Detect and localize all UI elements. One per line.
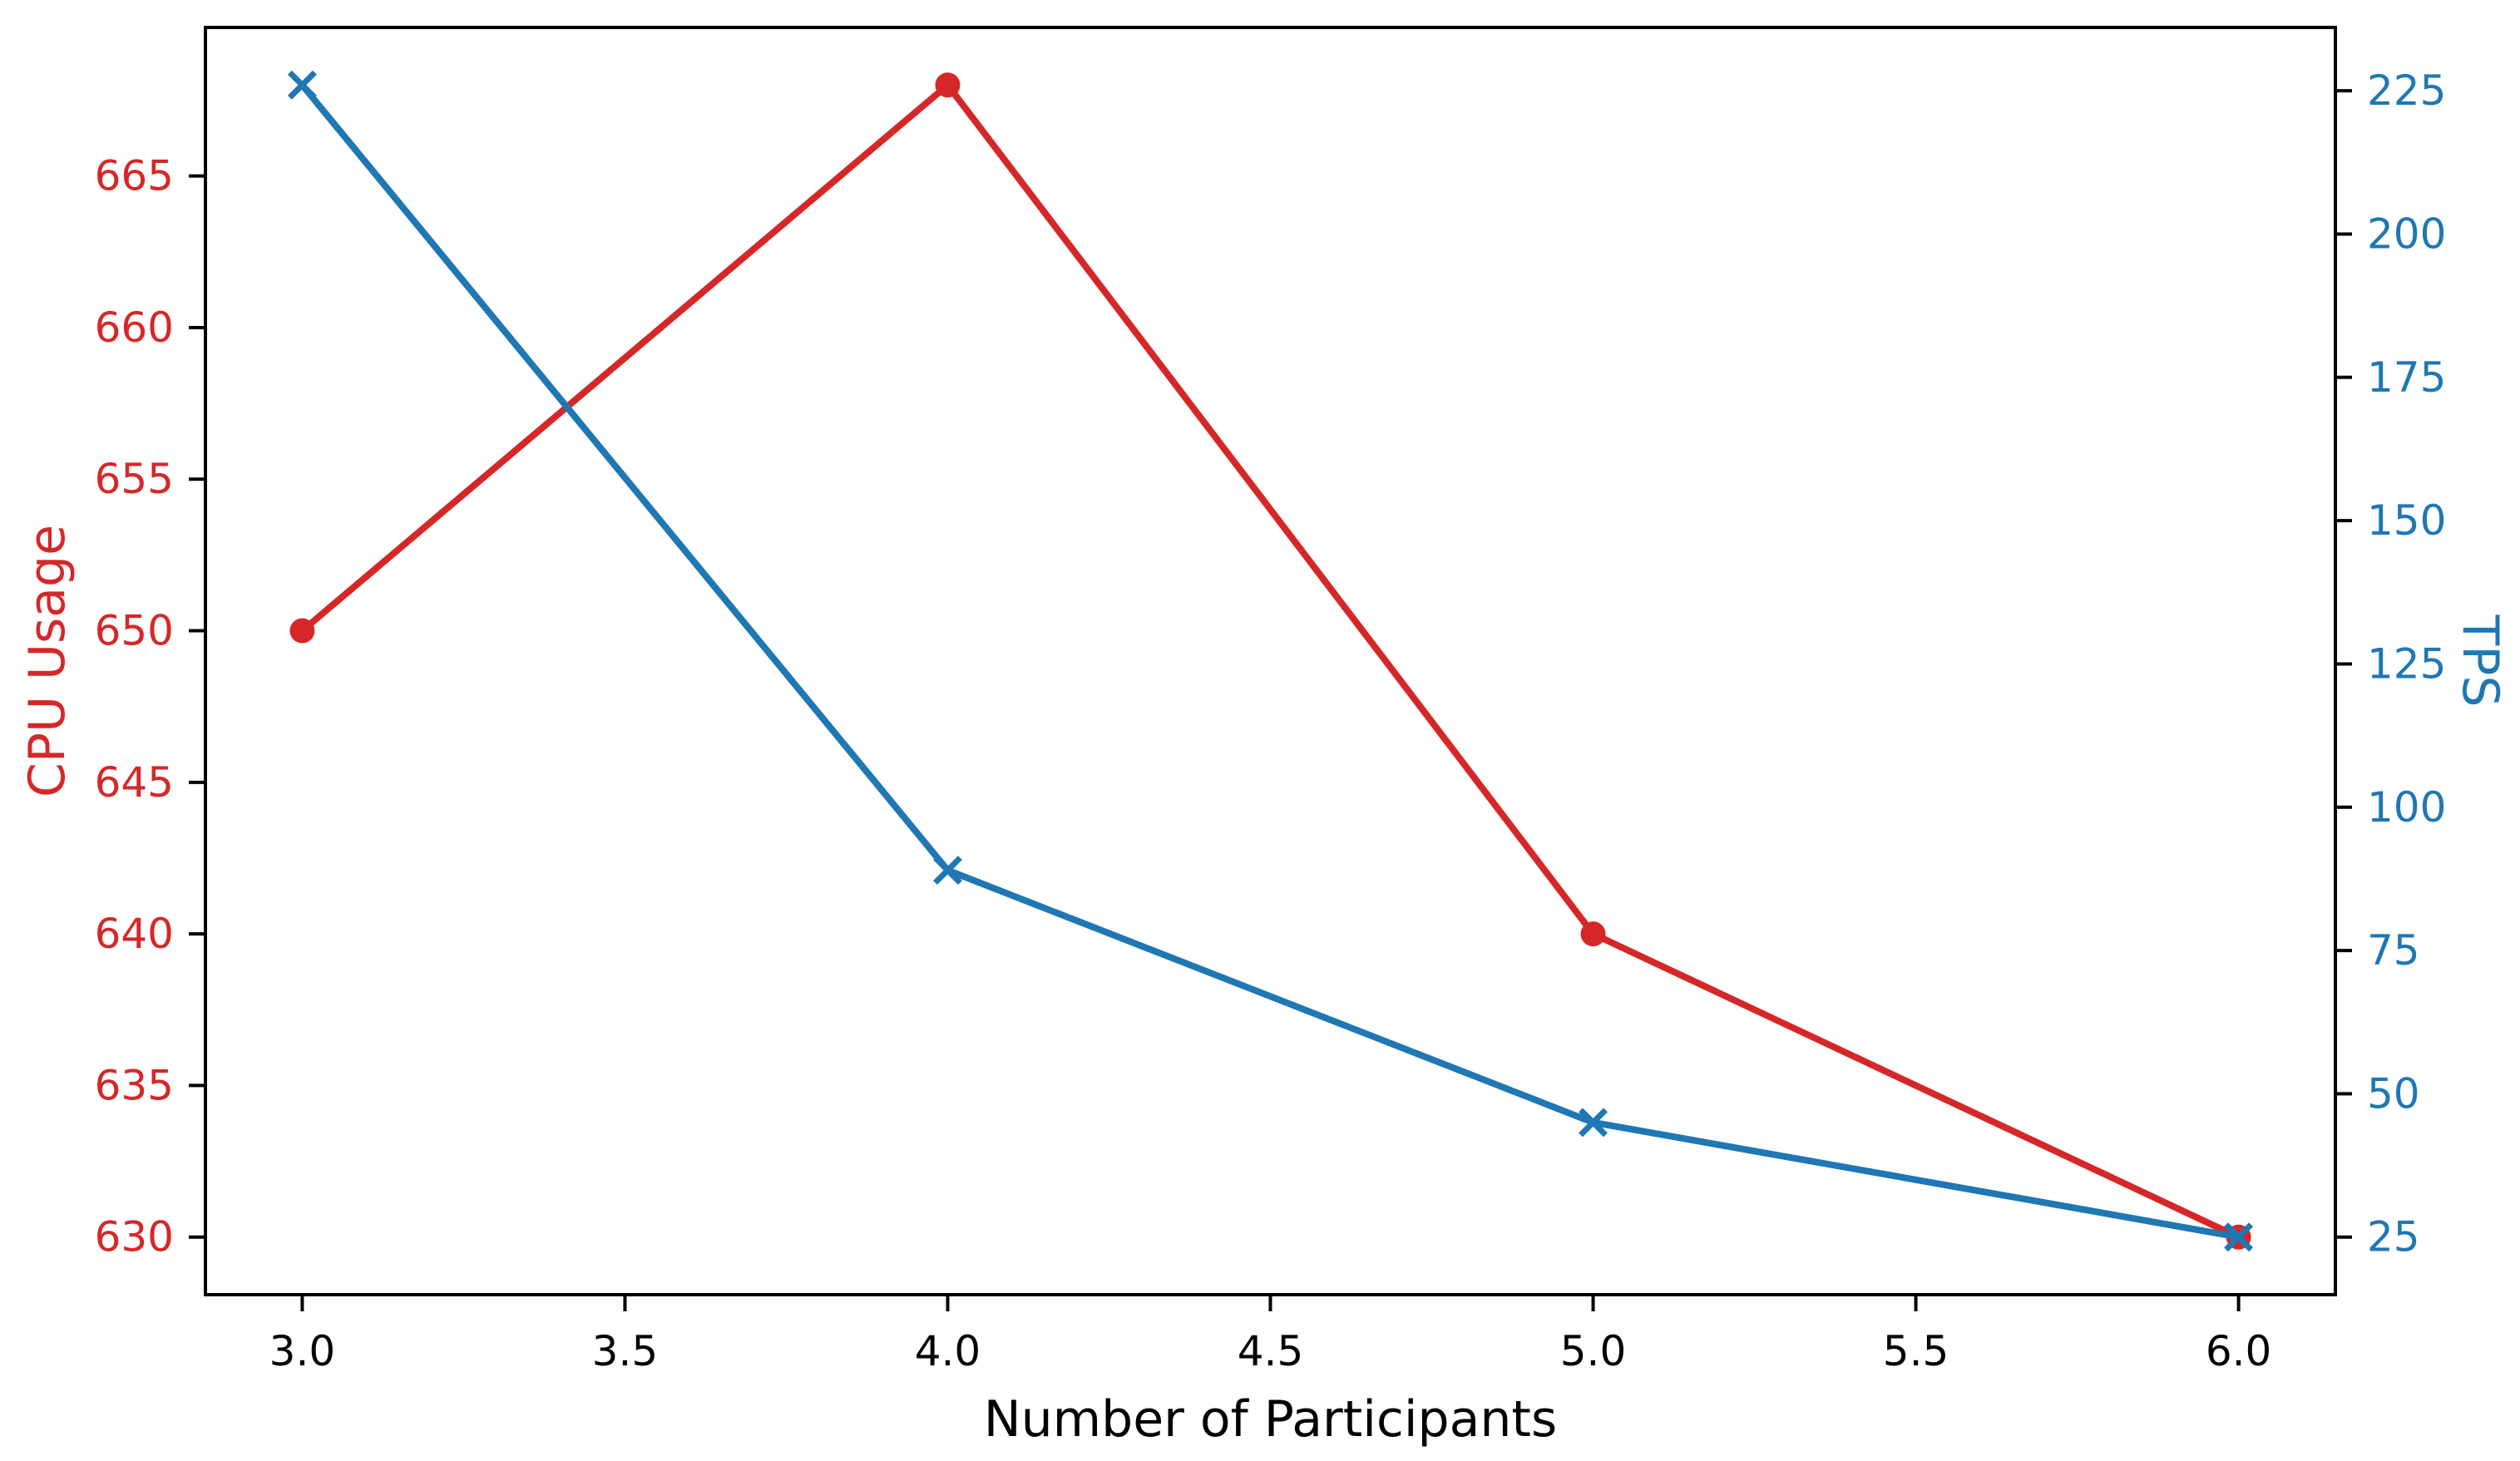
tps-line xyxy=(299,81,2242,1241)
cpu-usage-point-marker xyxy=(289,618,315,644)
left-y-tick-label: 635 xyxy=(95,1061,174,1109)
x-axis-tick-label: 3.0 xyxy=(269,1327,336,1375)
right-y-tick-label: 125 xyxy=(2367,639,2446,688)
left-y-tick-label: 665 xyxy=(95,152,174,200)
tps-point-marker xyxy=(1579,1108,1608,1138)
x-axis-tick-label: 5.0 xyxy=(1560,1327,1627,1375)
tps-point-marker xyxy=(2224,1222,2254,1252)
cpu-usage-point-marker xyxy=(1580,921,1606,947)
left-y-tick-label: 630 xyxy=(95,1213,174,1261)
right-y-tick-label: 25 xyxy=(2367,1213,2420,1261)
left-y-tick-label: 660 xyxy=(95,304,174,352)
left-y-tick-label: 650 xyxy=(95,607,174,655)
x-axis-label: Number of Participants xyxy=(983,1390,1558,1449)
right-y-tick-label: 150 xyxy=(2367,496,2446,545)
x-axis-tick-label: 4.5 xyxy=(1238,1327,1304,1375)
plot-border xyxy=(204,26,2337,1296)
right-y-tick-label: 225 xyxy=(2367,67,2446,115)
cpu-usage-line xyxy=(299,81,2242,1241)
x-axis-tick-label: 5.5 xyxy=(1883,1327,1949,1375)
left-y-axis-label: CPU Usage xyxy=(18,524,77,798)
x-axis-tick-label: 6.0 xyxy=(2206,1327,2272,1375)
left-y-tick-label: 640 xyxy=(95,910,174,958)
cpu-usage-point-marker xyxy=(935,72,961,98)
tps-point-marker xyxy=(932,856,962,886)
x-axis-tick-label: 3.5 xyxy=(592,1327,659,1375)
right-y-tick-label: 200 xyxy=(2367,210,2446,258)
right-y-axis-label: TPS xyxy=(2451,615,2509,708)
left-y-tick-label: 655 xyxy=(95,455,174,503)
right-y-tick-label: 175 xyxy=(2367,353,2446,402)
right-y-tick-label: 100 xyxy=(2367,783,2446,832)
x-axis-tick-label: 4.0 xyxy=(915,1327,981,1375)
left-y-tick-label: 645 xyxy=(95,758,174,807)
right-y-tick-label: 50 xyxy=(2367,1069,2420,1118)
tps-point-marker xyxy=(287,70,317,100)
right-y-tick-label: 75 xyxy=(2367,926,2420,975)
